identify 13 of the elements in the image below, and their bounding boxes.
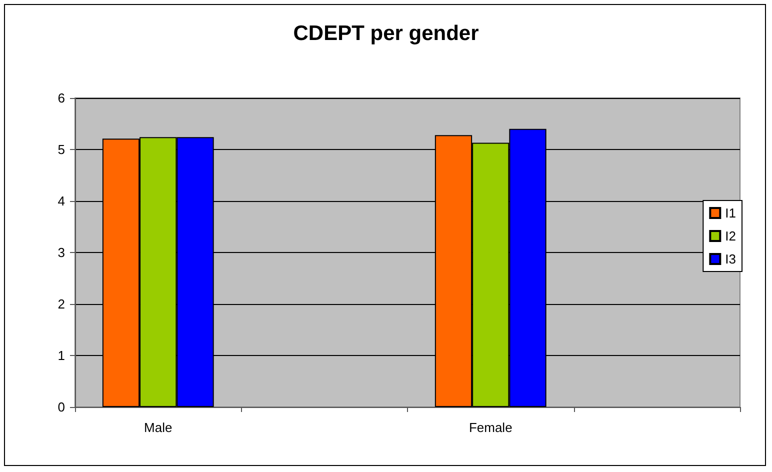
y-tick-label: 3 xyxy=(58,245,65,260)
y-tick-label: 4 xyxy=(58,194,65,208)
x-tick-label: Female xyxy=(468,420,512,435)
x-tick-label: Male xyxy=(144,420,172,435)
legend-label: I3 xyxy=(725,252,736,266)
y-tick-label: 6 xyxy=(58,90,65,106)
chart-title: CDEPT per gender xyxy=(293,22,479,45)
y-tick-label: 5 xyxy=(58,142,65,157)
y-tick-label: 0 xyxy=(58,400,65,414)
y-tick-label: 1 xyxy=(58,348,65,363)
y-tick-label: 2 xyxy=(58,296,65,312)
legend-label: I1 xyxy=(725,206,736,220)
legend-label: I2 xyxy=(725,228,736,244)
